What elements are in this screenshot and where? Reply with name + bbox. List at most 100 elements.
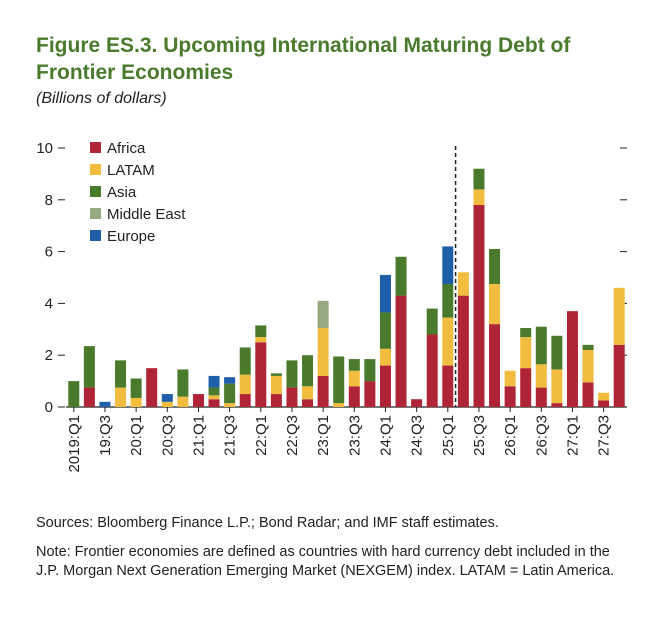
bar-segment-asia [582, 344, 594, 351]
bar-segment-europe [379, 274, 391, 313]
legend-label: Africa [107, 140, 146, 157]
bar-segment-africa [582, 382, 594, 407]
bar-segment-latam [535, 364, 547, 388]
bar-segment-asia [115, 360, 127, 388]
bar-segment-latam [239, 374, 251, 395]
bar-segment-europe [442, 246, 454, 284]
bar-segment-asia [224, 383, 236, 404]
bar-segment-latam [161, 401, 173, 407]
sources-note: Sources: Bloomberg Finance L.P.; Bond Ra… [36, 515, 499, 531]
bar-segment-asia [130, 378, 142, 398]
bar-segment-asia [286, 360, 298, 388]
bar-segment-africa [146, 368, 158, 407]
x-tick-label: 27:Q3 [596, 415, 613, 456]
bar-segment-africa [504, 386, 516, 407]
bar-segment-africa [520, 368, 532, 407]
bar-segment-latam [442, 317, 454, 366]
stacked-bar-chart: 0 2 4 6 8 10 2019:Q1 19:Q3 20:Q1 20:Q3 21:Q1 21:Q3 2… [36, 140, 627, 473]
bar-segment-latam [270, 375, 282, 395]
bar-segment-latam [489, 283, 501, 325]
bar-segment-asia [239, 347, 251, 375]
bar-segment-asia [255, 325, 267, 338]
bar-segment-africa [489, 324, 501, 407]
x-tick-label: 24:Q1 [377, 415, 394, 456]
bar-segment-asia [348, 359, 360, 371]
bar-segment-latam [348, 370, 360, 387]
bar-segment-asia [395, 256, 407, 296]
bar-segment-africa [411, 399, 423, 407]
x-tick-label: 23:Q3 [346, 415, 363, 456]
bar-segment-europe [208, 375, 220, 388]
bar-segment-asia [83, 346, 95, 388]
footnote: Note: Frontier economies are defined as … [36, 544, 615, 579]
bar-segment-africa [239, 394, 251, 407]
legend-swatch [90, 142, 101, 153]
bar-segment-africa [348, 386, 360, 407]
legend-swatch [90, 230, 101, 241]
x-tick-label: 24:Q3 [409, 415, 426, 456]
bar-segment-africa [255, 342, 267, 407]
x-tick-label: 26:Q1 [502, 415, 519, 456]
y-tick-label: 8 [45, 192, 53, 209]
bar-segment-africa [426, 334, 438, 407]
bar-segment-asia [489, 249, 501, 284]
bar-segment-africa [192, 394, 204, 407]
bar-segment-europe [224, 377, 236, 384]
bar-segment-asia [379, 312, 391, 349]
bar-segment-latam [598, 392, 610, 401]
y-tick-label: 10 [36, 140, 53, 157]
x-tick-label: 27:Q1 [564, 415, 581, 456]
x-tick-label: 22:Q3 [284, 415, 301, 456]
bar-segment-africa [535, 387, 547, 407]
y-tick-label: 0 [45, 399, 53, 416]
x-tick-label: 19:Q3 [97, 415, 114, 456]
bar-segment-africa [379, 365, 391, 407]
bar-segment-africa [270, 394, 282, 407]
bar-segment-africa [566, 311, 578, 407]
bar-segment-latam [582, 350, 594, 383]
bar-segment-africa [208, 399, 220, 407]
bar-segment-asia [177, 369, 189, 397]
bar-segment-latam [317, 328, 329, 376]
legend-label: LATAM [107, 162, 155, 179]
legend-label: Middle East [107, 206, 186, 223]
bar-segment-latam [473, 189, 485, 205]
bar-segment-latam [130, 397, 142, 407]
legend-swatch [90, 186, 101, 197]
bar-segment-asia [520, 328, 532, 338]
x-tick-label: 21:Q3 [222, 415, 239, 456]
bar-segment-latam [613, 287, 625, 345]
legend-swatch [90, 208, 101, 219]
bar-segment-asia [442, 283, 454, 318]
bar-segment-middle-east [317, 300, 329, 329]
x-tick-label: 25:Q3 [471, 415, 488, 456]
legend-label: Asia [107, 184, 137, 201]
bar-segment-africa [286, 387, 298, 407]
bar-segment-asia [208, 387, 220, 396]
figure-title: Figure ES.3. Upcoming International Matu… [36, 34, 571, 84]
x-tick-label: 25:Q1 [440, 415, 457, 456]
x-tick-label: 23:Q1 [315, 415, 332, 456]
bar-segment-asia [302, 355, 314, 387]
bar-segment-asia [364, 359, 376, 382]
bar-segment-africa [83, 387, 95, 407]
figure-subtitle: (Billions of dollars) [36, 90, 167, 107]
bar-segment-latam [255, 337, 267, 343]
legend-label: Europe [107, 228, 155, 245]
bar-segment-africa [395, 295, 407, 407]
x-tick-label: 22:Q1 [253, 415, 270, 456]
bar-segment-latam [457, 272, 469, 296]
bar-segment-latam [551, 369, 563, 404]
bar-segment-asia [535, 326, 547, 365]
bar-segment-latam [379, 348, 391, 366]
x-tick-label: 26:Q3 [533, 415, 550, 456]
bar-segment-latam [333, 403, 345, 407]
bar-segment-africa [317, 375, 329, 407]
bar-segment-latam [520, 337, 532, 369]
bar-segment-latam [224, 403, 236, 407]
bar-segment-africa [613, 344, 625, 407]
bar-segment-asia [270, 373, 282, 376]
bar-segment-asia [551, 335, 563, 370]
bar-segment-latam [177, 396, 189, 407]
bar-segment-latam [115, 387, 127, 407]
